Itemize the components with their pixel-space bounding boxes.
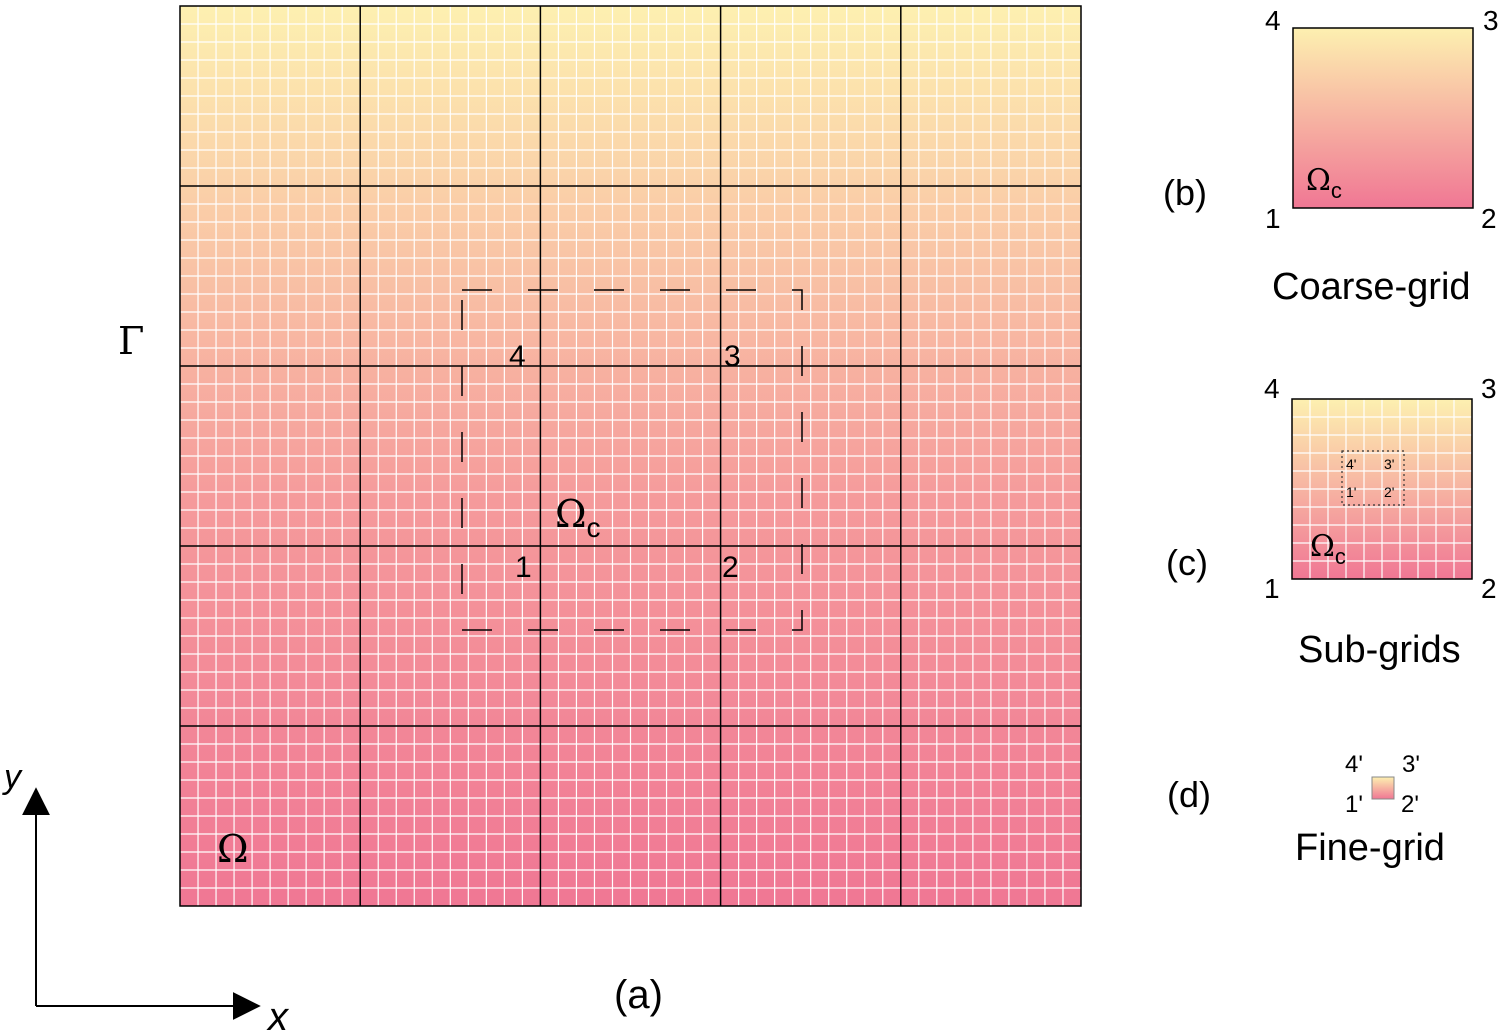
subgrid-corner-4: 4: [1264, 373, 1280, 404]
coarse-corner-4: 4: [1265, 5, 1281, 36]
subgrid-omega-c-label: Ωc: [1310, 529, 1346, 569]
fine-cell: [1371, 776, 1395, 800]
caption-b: (b): [1163, 172, 1207, 213]
y-axis-label: y: [2, 758, 23, 796]
subdomain-corner-3: 3: [724, 340, 741, 373]
subgrid-corner-3: 3: [1481, 373, 1497, 404]
subdomain-corner-1: 1: [515, 551, 532, 584]
subdomain-omega-subscript: c: [587, 512, 601, 543]
coarse-grid-lines: [180, 6, 1081, 906]
coarse-corner-1: 1: [1265, 203, 1281, 234]
coarse-omega-c-label: Ωc: [1306, 163, 1342, 203]
subdomain-corner-2: 2: [722, 551, 739, 584]
fine-corner-3: 3': [1402, 751, 1420, 778]
subdomain-omega-c-label: Ωc: [555, 492, 601, 543]
subgrid-corner-2: 2: [1481, 573, 1497, 604]
caption-d: (d): [1167, 774, 1211, 815]
panel-c: 4' 3' 1' 2' Ωc 1 2 3 4 (c) Sub-grids: [1166, 373, 1497, 671]
caption-c: (c): [1166, 542, 1208, 583]
coarse-omega-symbol: Ω: [1306, 163, 1331, 198]
coarse-corner-2: 2: [1481, 203, 1497, 234]
panel-b: Ωc 1 2 3 4 (b) Coarse-grid: [1163, 5, 1499, 308]
coordinate-axes: y x: [2, 758, 290, 1033]
subgrid-dotted-box: [1341, 450, 1405, 506]
coarse-corner-3: 3: [1483, 5, 1499, 36]
subgrid-corner-1: 1: [1264, 573, 1280, 604]
x-axis-label: x: [266, 995, 290, 1033]
panel-a: Γ Ω Ωc 1 2 3 4 (a): [118, 5, 1082, 1017]
coarse-omega-subscript: c: [1331, 178, 1342, 203]
fine-grid-lines: [180, 6, 1081, 906]
domain-boundary: [179, 5, 1082, 907]
subgrid-inner-corner-3: 3': [1384, 456, 1394, 472]
fine-grid-title: Fine-grid: [1295, 827, 1445, 869]
fine-corner-4: 4': [1345, 751, 1363, 778]
fine-corner-2: 2': [1401, 791, 1419, 818]
subgrid-inner-corner-4: 4': [1346, 456, 1356, 472]
coarse-cell: [1292, 27, 1474, 209]
subdomain-omega-symbol: Ω: [555, 492, 587, 536]
subgrid-omega-subscript: c: [1335, 544, 1346, 569]
fine-corner-1: 1': [1345, 791, 1363, 818]
boundary-gamma-label: Γ: [118, 319, 144, 363]
caption-a: (a): [614, 973, 663, 1017]
subgrid-inner-corner-2: 2': [1384, 484, 1394, 500]
subgrids-title: Sub-grids: [1298, 629, 1461, 671]
subdomain-corner-4: 4: [509, 340, 526, 373]
subgrid-lines: [1292, 399, 1472, 579]
domain-omega-label: Ω: [217, 827, 249, 871]
subgrid-outline: [1291, 398, 1473, 580]
coarse-grid-title: Coarse-grid: [1272, 266, 1471, 308]
subgrid-omega-symbol: Ω: [1310, 529, 1335, 564]
subgrid-inner-corner-1: 1': [1346, 484, 1356, 500]
subdomain-dashed-outline: [461, 289, 803, 631]
panel-d: 4' 3' 1' 2' (d) Fine-grid: [1167, 751, 1445, 869]
